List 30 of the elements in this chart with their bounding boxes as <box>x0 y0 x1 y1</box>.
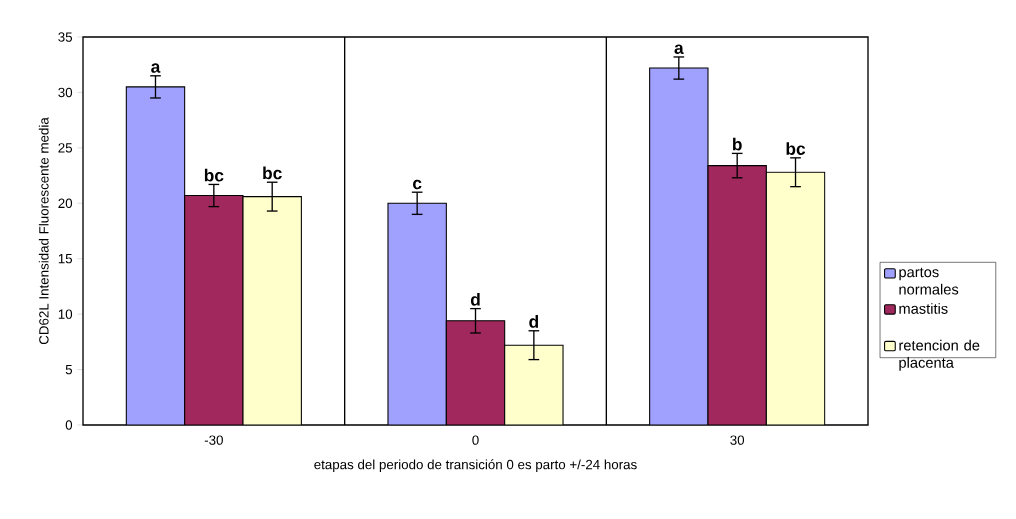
data-label: d <box>529 315 539 328</box>
bar <box>387 202 447 425</box>
bar <box>184 194 244 425</box>
x-tick-label: 30 <box>730 435 745 445</box>
data-label: bc <box>204 168 224 182</box>
y-tick-label: 35 <box>58 32 73 42</box>
y-tick-label: 30 <box>58 87 73 98</box>
data-label: b <box>733 137 742 151</box>
y-tick-label: 25 <box>58 143 73 153</box>
y-axis-title: CD62L Intensidad Fluorescente media <box>38 117 49 345</box>
legend-label: retencion de placenta <box>899 339 980 371</box>
y-tick-label: 20 <box>58 198 73 208</box>
data-label: bc <box>786 142 806 155</box>
bar <box>707 165 767 425</box>
y-tick-label: 10 <box>58 309 73 319</box>
data-label: bc <box>263 166 282 180</box>
y-tick-label: 15 <box>58 254 73 264</box>
x-axis-title: etapas del periodo de transición 0 es parto +/-24 horas <box>314 459 637 472</box>
bar <box>445 320 506 425</box>
y-tick-label: 0 <box>65 420 73 430</box>
data-label: a <box>674 44 684 55</box>
bar <box>125 86 186 425</box>
bar <box>649 67 709 425</box>
data-label: c <box>413 179 422 190</box>
data-label: a <box>151 63 161 73</box>
x-tick-label: -30 <box>204 435 223 445</box>
data-label: d <box>470 292 480 306</box>
legend-label: mastitis <box>899 303 948 314</box>
x-tick-label: 0 <box>472 435 479 445</box>
y-tick-label: 5 <box>65 364 73 375</box>
